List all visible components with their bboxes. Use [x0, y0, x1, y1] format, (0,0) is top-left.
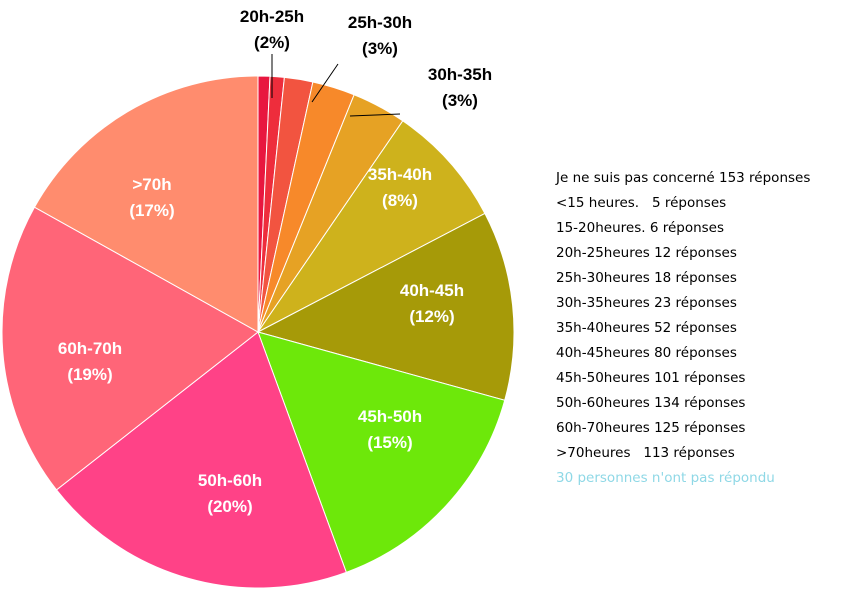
slice-percent-label: (3%): [362, 39, 398, 58]
legend-item: 50h-60heures 134 réponses: [556, 395, 746, 411]
slice-label: 60h-70h: [58, 339, 122, 358]
legend-item: 30h-35heures 23 réponses: [556, 295, 737, 311]
pie-slice: [33, 75, 259, 333]
slice-percent-label: (3%): [442, 91, 478, 110]
legend-item: Je ne suis pas concerné 153 réponses: [556, 170, 811, 186]
leader-line: [311, 63, 339, 103]
slice-label: 50h-60h: [198, 471, 262, 490]
slice-labels: 20h-25h (2%) 25h-30h (3%) 30h-35h (3%) 35h-40h…: [58, 7, 492, 516]
slice-label: >70h: [132, 175, 171, 194]
legend-item: 40h-45heures 80 réponses: [556, 345, 737, 361]
slice-label: 30h-35h: [428, 65, 492, 84]
legend-item: 45h-50heures 101 réponses: [556, 370, 746, 386]
pie-slice: [257, 331, 506, 573]
pie-slice: [55, 331, 347, 589]
legend-item: >70heures 113 réponses: [556, 445, 735, 461]
pie-slices: [1, 75, 515, 589]
pie-slice: [1, 206, 259, 491]
slice-percent-label: (15%): [367, 433, 412, 452]
legend-item: 15-20heures. 6 réponses: [556, 220, 725, 236]
legend: Je ne suis pas concerné 153 réponses <15…: [556, 166, 865, 491]
slice-percent-label: (12%): [409, 307, 454, 326]
slice-label: 25h-30h: [348, 13, 412, 32]
pie-slice: [256, 212, 515, 401]
slice-label: 40h-45h: [400, 281, 464, 300]
slice-percent-label: (2%): [254, 33, 290, 52]
legend-item: 20h-25heures 12 réponses: [556, 245, 737, 261]
slice-percent-label: (20%): [207, 497, 252, 516]
legend-item: 35h-40heures 52 réponses: [556, 320, 737, 336]
slice-percent-label: (19%): [67, 365, 112, 384]
slice-percent-label: (8%): [382, 191, 418, 210]
legend-note: 30 personnes n'ont pas répondu: [556, 470, 775, 486]
legend-item: <15 heures. 5 réponses: [556, 195, 727, 211]
pie-slice: [257, 120, 486, 333]
leader-lines: [271, 54, 401, 117]
slice-percent-label: (17%): [129, 201, 174, 220]
slice-label: 45h-50h: [358, 407, 422, 426]
leader-line: [349, 113, 401, 117]
slice-label: 35h-40h: [368, 165, 432, 184]
legend-item: 60h-70heures 125 réponses: [556, 420, 746, 436]
legend-item: 25h-30heures 18 réponses: [556, 270, 737, 286]
slice-label: 20h-25h: [240, 7, 304, 26]
